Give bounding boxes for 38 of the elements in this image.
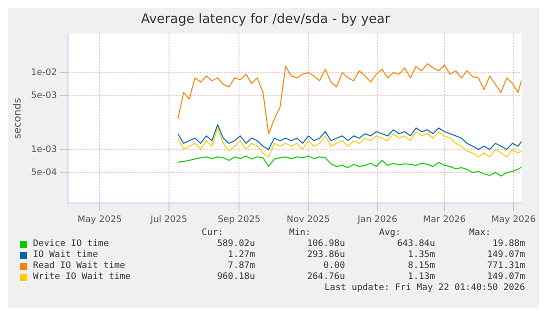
y-axis-title: seconds	[12, 98, 24, 139]
text: 149.07m	[486, 250, 525, 261]
x-tick-label: May 2025	[78, 214, 122, 225]
y-tick-label: 1e-03	[30, 144, 57, 155]
y-tick-label: 5e-03	[30, 90, 57, 101]
text: 771.31m	[486, 261, 525, 272]
x-tick-label: Jan 2026	[356, 214, 398, 225]
text: 264.76u	[306, 272, 345, 283]
y-tick-label: 1e-02	[30, 68, 57, 78]
text: 1.13m	[406, 272, 435, 283]
x-tick-label: May 2026	[491, 214, 536, 225]
text: 0.00	[322, 261, 345, 272]
legend-label: Write IO Wait time	[33, 272, 131, 283]
text: Last update: Fri May 22 01:40:50 2026	[324, 283, 525, 294]
text: 293.86u	[306, 250, 345, 261]
legend-label: Device IO time	[33, 239, 109, 250]
text: 106.98u	[306, 239, 345, 250]
legend-label: Read IO Wait time	[33, 261, 126, 272]
text: 960.18u	[216, 272, 255, 283]
x-tick-label: Jul 2025	[150, 214, 188, 225]
x-tick-label: Mar 2026	[423, 214, 466, 225]
text: 19.88m	[491, 239, 525, 250]
text: Min:	[288, 228, 312, 239]
text: 149.07m	[486, 272, 525, 283]
text: 1.35m	[406, 250, 435, 261]
x-tick-label: Nov 2025	[286, 214, 330, 225]
text: 589.02u	[216, 239, 255, 250]
legend-label: IO Wait time	[33, 250, 98, 261]
x-tick-label: Sep 2025	[218, 214, 261, 225]
text: 643.84u	[396, 239, 435, 250]
text: 8.15m	[406, 261, 435, 272]
text: 7.87m	[226, 261, 255, 272]
chart-title: Average latency for /dev/sda - by year	[140, 12, 391, 28]
text: Avg:	[378, 228, 402, 239]
text: Cur:	[200, 228, 224, 239]
y-tick-label: 5e-04	[30, 168, 58, 178]
text: Max:	[468, 228, 492, 239]
text: 1.27m	[226, 250, 255, 261]
